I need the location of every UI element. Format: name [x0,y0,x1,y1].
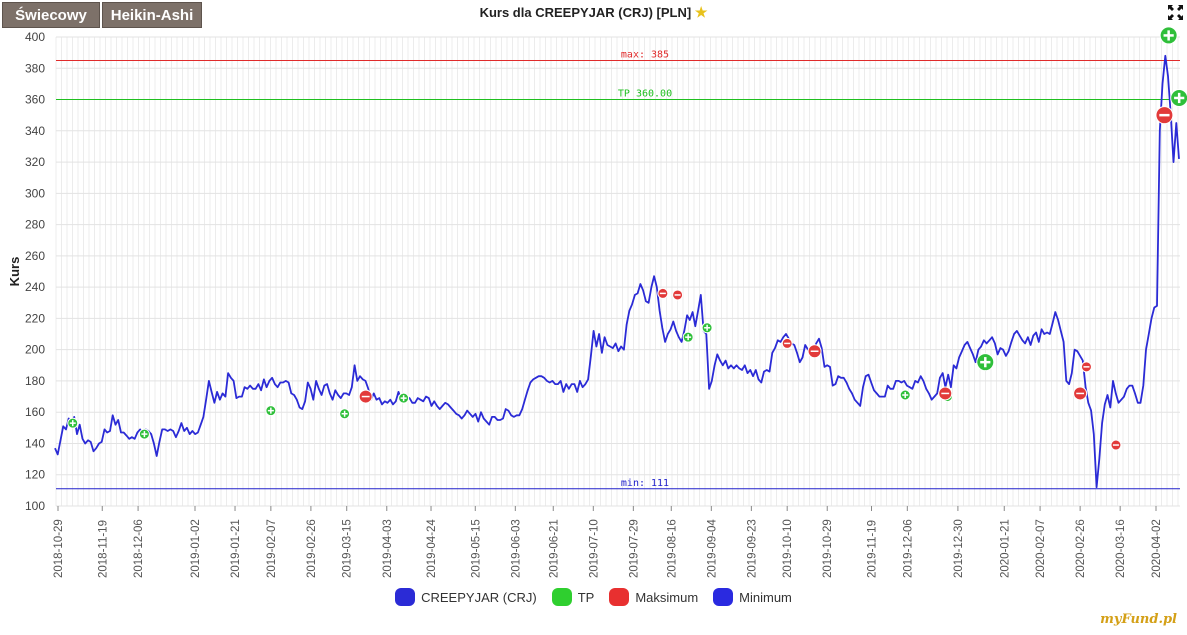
x-tick-label: 2020-01-21 [999,519,1011,578]
reference-line-label: min: 111 [621,478,669,489]
x-tick-label: 2018-12-06 [133,519,145,578]
chart-legend: CREEPYJAR (CRJ) TP Maksimum Minimum [0,588,1187,606]
y-tick-label: 220 [25,311,45,325]
max-marker [672,289,684,301]
y-tick-label: 280 [25,218,45,232]
tp-marker [899,389,911,401]
x-tick-label: 2019-10-29 [822,519,834,578]
x-tick-label: 2019-04-03 [382,519,394,578]
legend-item-series[interactable]: CREEPYJAR (CRJ) [395,588,537,606]
tp-marker [701,322,713,334]
tp-marker [265,405,277,417]
max-marker [1080,361,1092,373]
chart-type-tabs: Świecowy Heikin-Ashi [2,2,204,28]
chart-title: Kurs dla CREEPYJAR (CRJ) [PLN] [479,5,692,20]
fullscreen-icon[interactable] [1167,4,1184,21]
x-tick-label: 2019-08-16 [666,519,678,578]
x-tick-label: 2019-01-02 [190,519,202,578]
legend-label: TP [577,589,595,605]
tp-marker [976,353,995,372]
x-tick-label: 2020-04-02 [1151,519,1163,578]
legend-label: Maksimum [635,589,699,605]
x-tick-label: 2019-12-30 [953,519,965,578]
tab-candlestick[interactable]: Świecowy [2,2,100,28]
chart-title-wrap: Kurs dla CREEPYJAR (CRJ) [PLN] ★ [0,4,1187,21]
y-tick-label: 100 [25,499,45,513]
y-tick-label: 320 [25,155,45,169]
x-tick-label: 2018-10-29 [53,519,65,578]
legend-swatch [609,588,630,606]
series-line [54,54,1180,489]
max-marker [1073,386,1088,401]
x-tick-label: 2019-06-21 [548,519,560,578]
tp-marker [67,417,79,429]
x-tick-label: 2019-07-10 [588,519,600,578]
max-marker [938,386,953,401]
reference-line-label: TP 360.00 [618,89,672,100]
legend-item-minimum[interactable]: Minimum [713,588,792,606]
x-tick-label: 2019-07-29 [628,519,640,578]
y-tick-label: 240 [25,280,45,294]
brand-logo[interactable]: myFund.pl [1100,612,1177,627]
star-icon[interactable]: ★ [694,4,708,20]
tp-marker [1159,26,1178,45]
y-tick-label: 300 [25,186,45,200]
legend-item-tp[interactable]: TP [551,588,595,606]
tp-marker [398,392,410,404]
x-tick-label: 2019-06-03 [510,519,522,578]
y-tick-label: 380 [25,61,45,75]
y-tick-label: 360 [25,93,45,107]
x-tick-label: 2019-09-23 [746,519,758,578]
y-tick-label: 160 [25,405,45,419]
legend-label: Minimum [739,589,792,605]
reference-line-label: max: 385 [621,49,669,60]
x-tick-label: 2020-02-07 [1035,519,1047,578]
x-tick-label: 2019-02-26 [306,519,318,578]
x-tick-label: 2019-05-15 [470,519,482,578]
x-tick-label: 2019-04-24 [426,519,438,578]
x-tick-label: 2019-10-10 [782,519,794,578]
x-tick-label: 2020-03-16 [1115,519,1127,578]
x-tick-label: 2019-09-04 [706,519,718,578]
max-marker [657,287,669,299]
max-marker [807,344,822,359]
max-marker [1155,106,1174,125]
y-tick-label: 400 [25,30,45,44]
tp-marker [339,408,351,420]
y-tick-label: 260 [25,249,45,263]
x-tick-label: 2018-11-19 [97,520,109,578]
max-marker [358,389,373,404]
legend-label: CREEPYJAR (CRJ) [421,589,537,605]
tp-marker [1170,88,1187,107]
x-tick-label: 2019-12-06 [902,519,914,578]
x-tick-label: 2019-03-15 [342,519,354,578]
legend-swatch [395,588,416,606]
legend-swatch [713,588,734,606]
y-tick-label: 140 [25,436,45,450]
x-tick-label: 2019-11-19 [866,520,878,578]
x-tick-label: 2019-02-07 [266,519,278,578]
max-marker [1110,439,1122,451]
y-tick-label: 120 [25,468,45,482]
x-tick-label: 2020-02-26 [1075,519,1087,578]
tab-heikin-ashi[interactable]: Heikin-Ashi [102,2,202,28]
legend-swatch [551,588,572,606]
y-tick-label: 200 [25,343,45,357]
tp-marker [682,331,694,343]
x-tick-label: 2019-01-21 [230,519,242,578]
max-marker [781,337,793,349]
legend-item-maksimum[interactable]: Maksimum [609,588,698,606]
y-axis-label: Kurs [7,257,22,287]
y-tick-label: 180 [25,374,45,388]
y-tick-label: 340 [25,124,45,138]
tp-marker [138,428,150,440]
